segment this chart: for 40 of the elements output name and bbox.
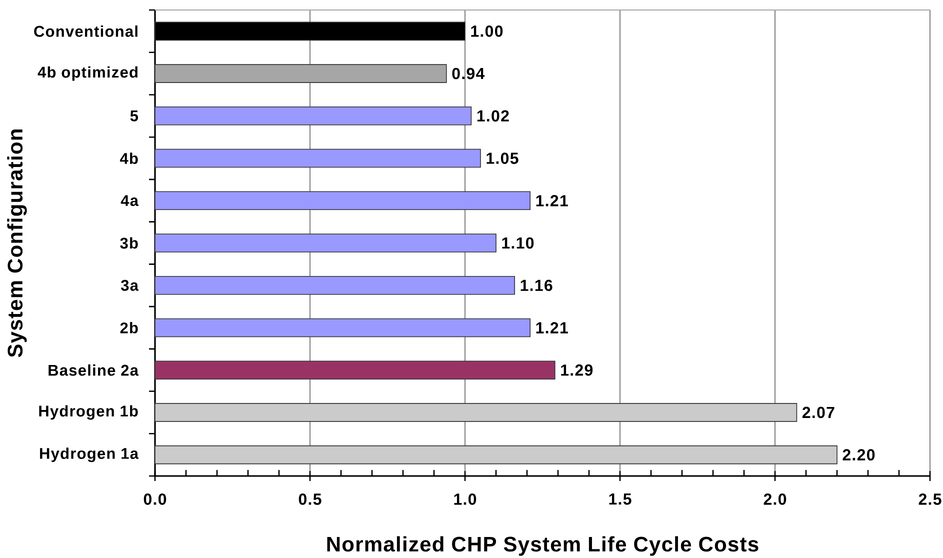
y-tick-label: 3b bbox=[120, 237, 138, 249]
bar bbox=[154, 148, 481, 168]
x-tick-label: 0.5 bbox=[298, 494, 322, 505]
data-label: 1.29 bbox=[561, 364, 593, 376]
data-label: 2.07 bbox=[802, 406, 834, 418]
y-tick-label: 4b bbox=[120, 152, 138, 164]
data-label: 1.02 bbox=[477, 110, 509, 122]
x-tick-label: 1.5 bbox=[609, 494, 632, 505]
y-tick-label: 4a bbox=[120, 195, 139, 206]
bar bbox=[154, 234, 496, 252]
y-tick-label: 2b bbox=[120, 322, 138, 334]
y-tick-label: 4b optimized bbox=[38, 66, 138, 81]
x-axis-title: Normalized CHP System Life Cycle Costs bbox=[327, 536, 758, 556]
x-tick-label: 2.0 bbox=[764, 494, 786, 505]
y-tick-label: Conventional bbox=[34, 25, 138, 37]
y-tick-label: 3a bbox=[120, 280, 139, 291]
bar bbox=[154, 276, 516, 295]
x-tick-label: 2.5 bbox=[918, 494, 942, 505]
bar bbox=[154, 403, 798, 422]
bar bbox=[154, 318, 531, 338]
data-label: 0.94 bbox=[452, 68, 485, 80]
y-tick-label: Hydrogen 1a bbox=[40, 448, 139, 462]
y-tick-label: 5 bbox=[130, 110, 138, 122]
y-tick-label: Hydrogen 1b bbox=[39, 405, 138, 420]
data-label: 1.00 bbox=[471, 26, 503, 37]
y-axis-title: System Configuration bbox=[7, 130, 27, 358]
bar bbox=[154, 64, 447, 83]
data-label: 1.10 bbox=[502, 237, 534, 249]
data-label: 2.20 bbox=[842, 449, 875, 460]
x-tick-label: 0.0 bbox=[144, 494, 166, 505]
data-label: 1.16 bbox=[520, 280, 552, 292]
y-tick-label: Baseline 2a bbox=[48, 364, 139, 376]
data-label: 1.21 bbox=[536, 322, 568, 334]
bar bbox=[154, 360, 556, 380]
bar bbox=[154, 191, 531, 210]
data-label: 1.21 bbox=[536, 195, 568, 206]
data-label: 1.05 bbox=[486, 152, 518, 164]
bar bbox=[154, 445, 838, 464]
bar bbox=[154, 106, 472, 126]
x-tick-label: 1.0 bbox=[454, 494, 476, 505]
